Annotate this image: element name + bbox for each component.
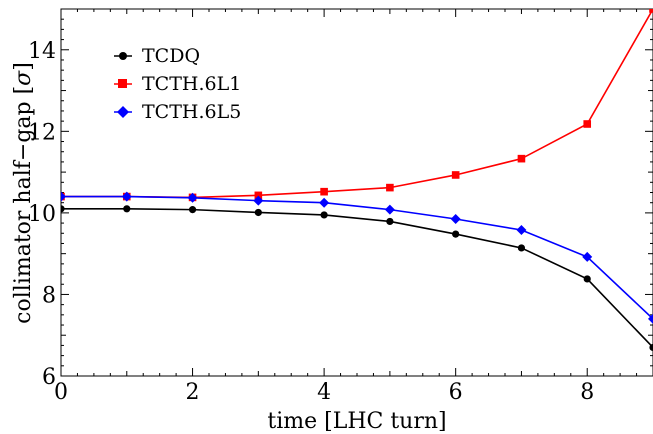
- x-tick-label: 4: [317, 380, 331, 405]
- legend-label-tcth6l5: TCTH.6L5: [142, 101, 241, 123]
- legend-label-tcth6l1: TCTH.6L1: [142, 73, 241, 95]
- data-point: [451, 171, 460, 179]
- legend-marker-tcdq: [119, 52, 127, 60]
- y-tick-label: 6: [42, 365, 56, 390]
- data-point: [320, 187, 328, 196]
- data-point: [649, 9, 653, 13]
- legend: TCDQ TCTH.6L1 TCTH.6L5: [114, 45, 241, 123]
- data-point: [648, 313, 653, 324]
- x-tick-label: 6: [449, 380, 463, 405]
- data-point: [187, 192, 198, 203]
- legend-entry-tcth6l1: TCTH.6L1: [114, 73, 241, 95]
- data-point: [319, 197, 330, 208]
- y-tick-labels: 6 8 10 12 14: [28, 39, 56, 390]
- y-axis-title-symbol: σ: [11, 70, 36, 86]
- legend-label-tcdq: TCDQ: [142, 45, 200, 67]
- x-tick-label: 0: [54, 380, 68, 405]
- legend-entry-tcdq: TCDQ: [114, 45, 200, 67]
- data-point: [188, 206, 197, 214]
- data-point: [61, 191, 66, 202]
- x-tick-label: 2: [186, 380, 200, 405]
- data-point: [320, 211, 328, 219]
- legend-marker-tcth6l1: [118, 79, 127, 88]
- data-point: [121, 191, 132, 202]
- series-line: [61, 208, 653, 349]
- data-point: [384, 204, 395, 215]
- y-tick-label: 10: [28, 202, 56, 227]
- data-point: [450, 214, 461, 225]
- x-tick-labels: 0 2 4 6 8: [54, 380, 594, 405]
- series-tcth6l5: [61, 191, 653, 324]
- data-point: [582, 251, 593, 262]
- y-axis-title: collimator half−gap [σ]: [11, 62, 36, 324]
- data-point: [517, 244, 526, 252]
- data-point: [254, 208, 262, 217]
- series-layer: [61, 9, 653, 352]
- data-point: [254, 191, 263, 200]
- y-axis-title-end: ]: [11, 62, 36, 71]
- y-tick-label: 14: [28, 39, 56, 64]
- legend-entry-tcth6l5: TCTH.6L5: [114, 101, 241, 123]
- legend-marker-tcth6l5: [117, 106, 129, 118]
- y-tick-label: 12: [28, 120, 56, 145]
- y-axis-title-text: collimator half−gap [: [11, 86, 36, 324]
- data-point: [386, 183, 394, 192]
- series-line: [61, 195, 653, 320]
- y-tick-label: 8: [42, 283, 56, 308]
- x-tick-label: 8: [580, 380, 594, 405]
- plot-area: [60, 8, 653, 377]
- x-axis-title: time [LHC turn]: [267, 409, 446, 434]
- data-point: [253, 195, 264, 206]
- data-point: [386, 217, 394, 226]
- data-point: [61, 205, 65, 213]
- data-point: [123, 205, 131, 213]
- data-point: [649, 343, 653, 352]
- data-point: [517, 154, 526, 163]
- series-tcdq: [61, 205, 653, 352]
- data-point: [516, 225, 527, 236]
- data-point: [452, 230, 460, 238]
- data-point: [583, 275, 591, 283]
- data-point: [583, 120, 592, 128]
